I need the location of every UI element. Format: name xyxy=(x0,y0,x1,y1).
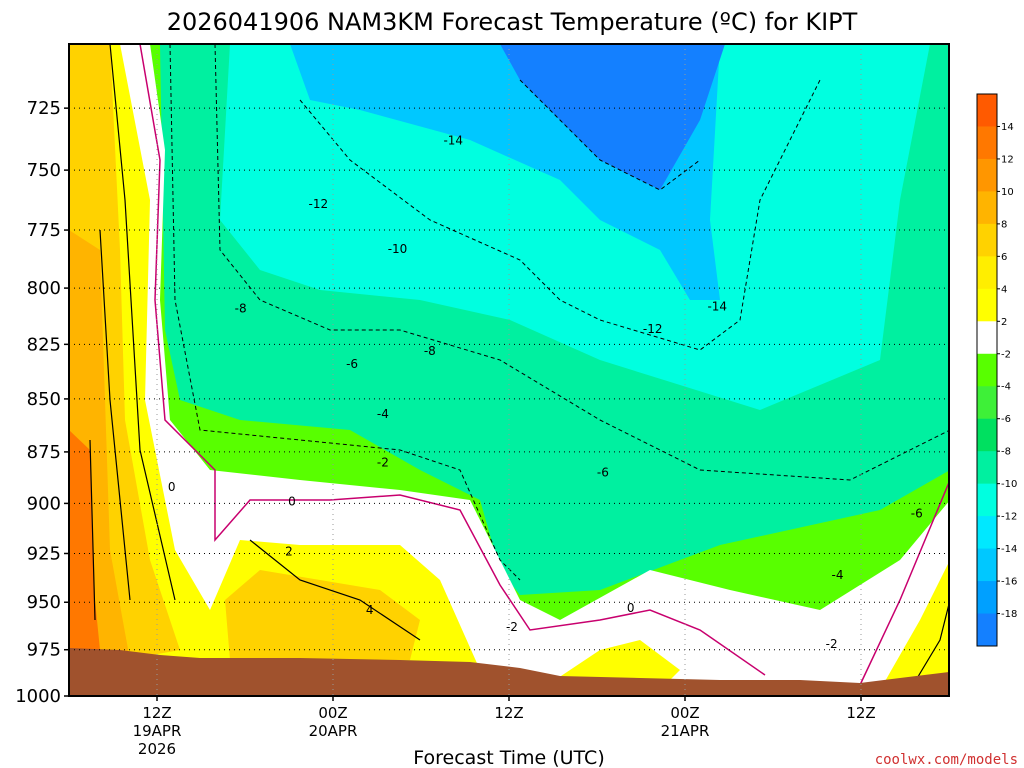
contour-label: -2 xyxy=(506,620,518,634)
y-tick-label: 975 xyxy=(27,640,61,661)
y-tick-label: 1000 xyxy=(15,686,61,707)
contour-label: -4 xyxy=(377,407,389,421)
colorbar-label: -8 xyxy=(1001,447,1011,458)
plot-area: -14 -12 -10 -8 -8 -6 -4 -2 0 0 2 4 -6 -2 0 -12 -14 -6 -4 -2 xyxy=(69,44,949,696)
y-tick-label: 800 xyxy=(27,278,61,299)
contour-label: -6 xyxy=(346,357,358,371)
colorbar-label: -18 xyxy=(1001,609,1017,620)
x-tick-label: 20APR xyxy=(309,722,358,740)
warm-layer-late xyxy=(880,562,949,690)
x-tick-label: 12Z xyxy=(142,704,171,722)
x-tick-label: 12Z xyxy=(846,704,875,722)
y-axis: 725 750 775 800 825 850 875 900 925 950 975 1000 xyxy=(15,98,69,707)
hottest-layer xyxy=(69,430,100,650)
colorbar-label: -2 xyxy=(1001,349,1011,360)
colorbar-label: 10 xyxy=(1001,187,1014,198)
x-tick-label: 00Z xyxy=(318,704,347,722)
colorbar-swatch xyxy=(977,613,997,647)
colorbar-label: 8 xyxy=(1001,219,1007,230)
contour-label: -8 xyxy=(424,344,436,358)
chart-title: 2026041906 NAM3KM Forecast Temperature (… xyxy=(167,8,858,36)
colorbar-swatch xyxy=(977,483,997,517)
colorbar-label: -14 xyxy=(1001,544,1017,555)
contour-label: -12 xyxy=(643,322,663,336)
contour-label: -2 xyxy=(377,455,389,469)
colorbar-swatch xyxy=(977,548,997,582)
contour-label: -8 xyxy=(235,302,247,316)
contour-label: 0 xyxy=(288,494,296,508)
subfreezing-isotherms xyxy=(169,44,949,581)
contour-label: -14 xyxy=(443,134,463,148)
colorbar-swatch xyxy=(977,288,997,322)
colorbar-swatch xyxy=(977,94,997,127)
colorbar: 14 12 10 8 6 4 2 -2 -4 -6 -8 -10 -12 -14 -16 -18 xyxy=(976,93,1017,647)
contour-label: -2 xyxy=(826,637,838,651)
colorbar-swatch xyxy=(977,451,997,485)
colorbar-swatch xyxy=(977,126,997,160)
x-tick-label: 21APR xyxy=(661,722,710,740)
y-tick-label: 775 xyxy=(27,220,61,241)
x-tick-label: 2026 xyxy=(138,740,176,758)
y-tick-label: 750 xyxy=(27,160,61,181)
freezing-contour xyxy=(139,44,949,686)
credit-text: coolwx.com/models xyxy=(875,752,1018,768)
colorbar-swatch xyxy=(977,418,997,452)
contour-label: -6 xyxy=(597,466,609,480)
colorbar-swatch xyxy=(977,158,997,192)
cold-core-band xyxy=(220,44,930,410)
colorbar-label: 12 xyxy=(1001,154,1014,165)
contour-label: -14 xyxy=(707,299,727,313)
y-tick-label: 850 xyxy=(27,389,61,410)
colorbar-swatch xyxy=(977,321,997,355)
colorbar-swatch xyxy=(977,223,997,257)
terrain xyxy=(69,648,949,696)
contour-label: -10 xyxy=(388,242,408,256)
x-tick-label: 19APR xyxy=(133,722,182,740)
contour-labels: -14 -12 -10 -8 -8 -6 -4 -2 0 0 2 4 -6 -2 0 -12 -14 -6 -4 -2 xyxy=(168,134,923,651)
x-axis-title: Forecast Time (UTC) xyxy=(413,747,604,768)
colorbar-frame xyxy=(976,93,998,647)
colorbar-label: 4 xyxy=(1001,284,1007,295)
y-tick-label: 950 xyxy=(27,592,61,613)
colorbar-label: -4 xyxy=(1001,382,1011,393)
y-tick-label: 925 xyxy=(27,543,61,564)
minus-18-core xyxy=(500,44,725,190)
gridlines xyxy=(69,44,949,696)
contour-label: -4 xyxy=(832,568,844,582)
colorbar-label: -16 xyxy=(1001,577,1017,588)
colorbar-swatch xyxy=(977,256,997,290)
y-tick-label: 875 xyxy=(27,442,61,463)
contour-label: -12 xyxy=(309,197,329,211)
y-tick-label: 725 xyxy=(27,98,61,119)
colorbar-swatch xyxy=(977,386,997,420)
x-tick-label: 00Z xyxy=(670,704,699,722)
x-tick-label: 12Z xyxy=(494,704,523,722)
contour-label: 4 xyxy=(366,603,374,617)
contour-label: -6 xyxy=(911,507,923,521)
colorbar-swatch xyxy=(977,353,997,387)
y-tick-label: 900 xyxy=(27,493,61,514)
contour-label: 0 xyxy=(168,480,176,494)
colorbar-label: 2 xyxy=(1001,317,1007,328)
colorbar-label: 14 xyxy=(1001,122,1014,133)
y-tick-label: 825 xyxy=(27,334,61,355)
contour-label: 0 xyxy=(627,601,635,615)
contour-label: 2 xyxy=(285,545,293,559)
colorbar-swatch xyxy=(977,516,997,550)
colorbar-label: 6 xyxy=(1001,252,1007,263)
colorbar-swatch xyxy=(977,191,997,225)
colorbar-label: -10 xyxy=(1001,479,1017,490)
colorbar-label: -12 xyxy=(1001,512,1017,523)
warm-layer-afternoon xyxy=(225,570,420,660)
colorbar-swatch xyxy=(977,581,997,615)
freezing-layer xyxy=(69,44,949,690)
isotherm-lines xyxy=(89,44,949,691)
colorbar-label: -6 xyxy=(1001,414,1011,425)
